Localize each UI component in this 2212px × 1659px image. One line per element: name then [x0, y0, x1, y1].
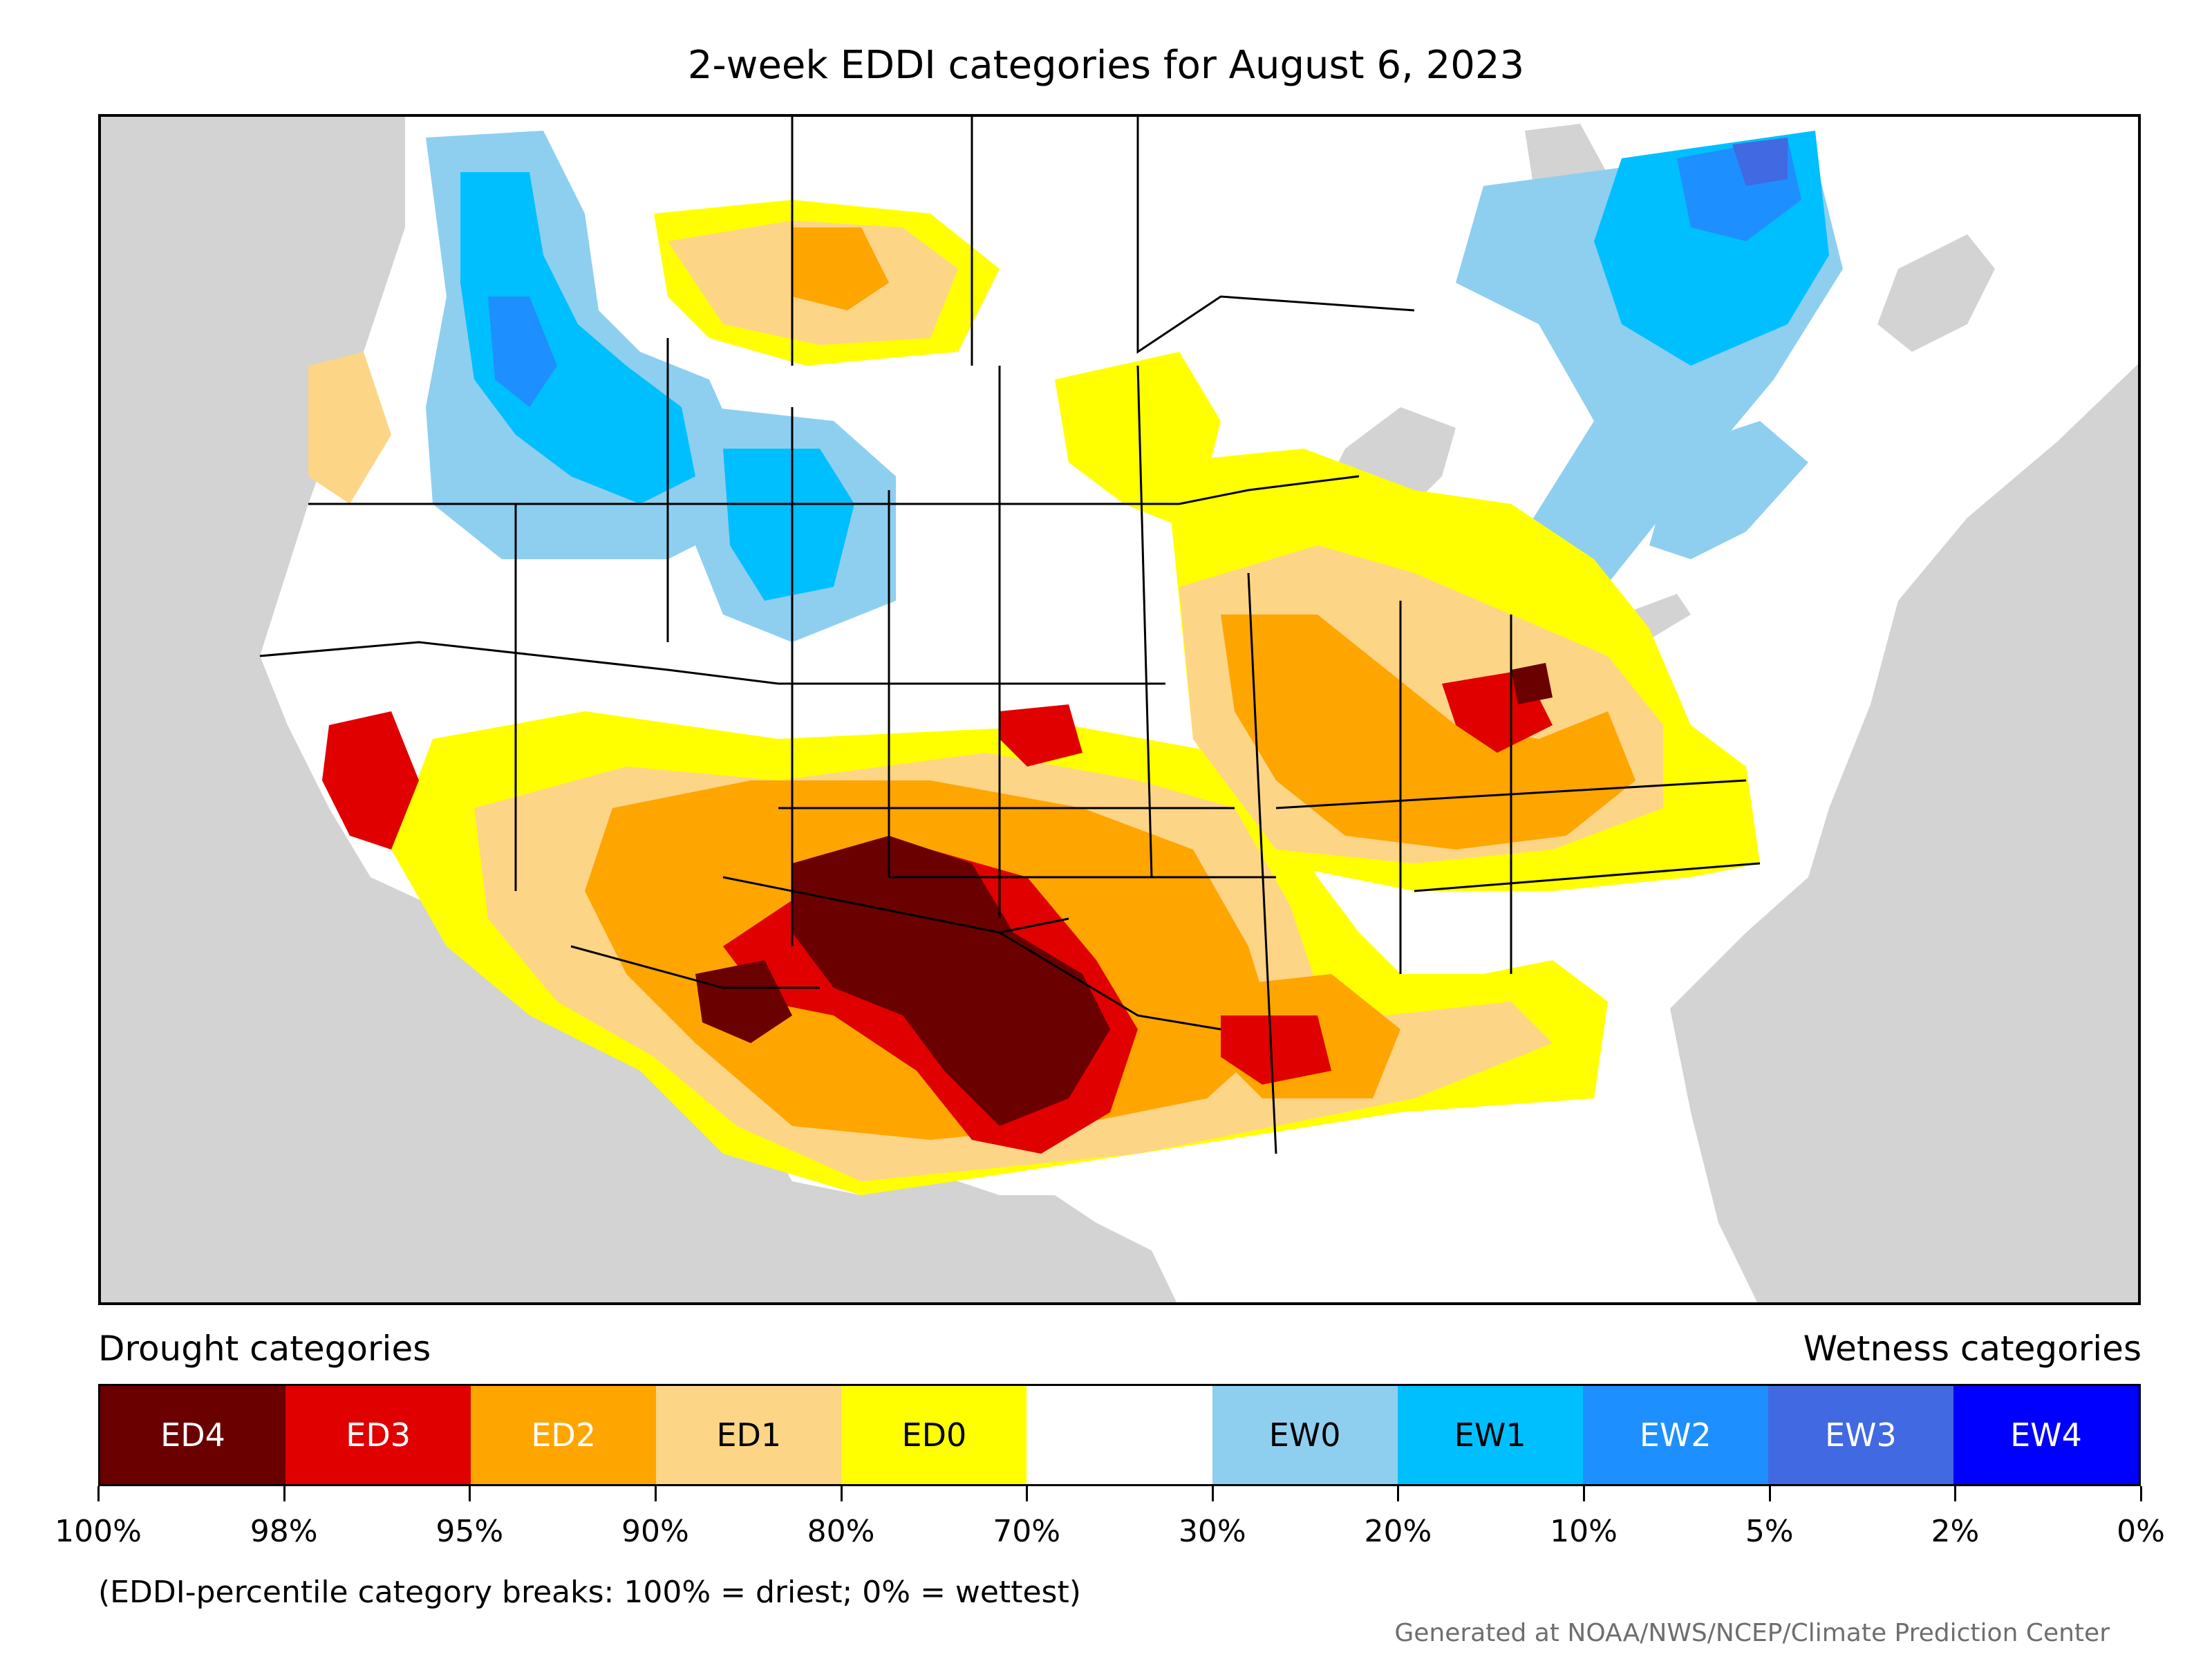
ed4-arizona	[695, 960, 792, 1043]
ed2-canada-prairie	[792, 227, 889, 310]
colorbar-tick	[1954, 1486, 1957, 1501]
colorbar-tick-label: 70%	[993, 1514, 1061, 1549]
wet-pacific-nw-core	[460, 172, 695, 504]
ed3-kansas	[1000, 704, 1082, 767]
category-swatch-ew4: EW4	[1953, 1386, 2139, 1484]
gulf-st-lawrence	[1877, 234, 1995, 352]
ed3-gulf-coast	[1221, 1015, 1331, 1085]
category-swatch-ew1: EW1	[1397, 1386, 1583, 1484]
category-swatch-ed2: ED2	[471, 1386, 657, 1484]
colorbar-tick	[1583, 1486, 1586, 1501]
eddi-map	[98, 114, 2141, 1305]
wet-pacific-nw-deep	[488, 297, 557, 407]
percentile-note: (EDDI-percentile category breaks: 100% =…	[98, 1575, 1081, 1610]
colorbar-tick	[2140, 1486, 2142, 1501]
category-swatch-ed1: ED1	[656, 1386, 842, 1484]
wet-northern-rockies-core	[723, 449, 854, 601]
colorbar-tick	[840, 1486, 843, 1501]
category-colorbar: ED4 ED3 ED2 ED1 ED0 EW0 EW1 EW2 EW3 EW4	[98, 1384, 2141, 1486]
colorbar-tick	[97, 1486, 100, 1501]
colorbar-tick	[654, 1486, 657, 1501]
colorbar-tick	[1397, 1486, 1400, 1501]
colorbar-tick-label: 90%	[621, 1514, 689, 1549]
category-swatch-neutral	[1027, 1386, 1212, 1484]
map-title: 2-week EDDI categories for August 6, 202…	[687, 43, 1525, 88]
colorbar-tick-label: 5%	[1745, 1514, 1794, 1549]
colorbar-tick	[283, 1486, 285, 1501]
category-swatch-ed3: ED3	[285, 1386, 471, 1484]
colorbar-tick-label: 100%	[55, 1514, 142, 1549]
colorbar-tick-label: 80%	[807, 1514, 875, 1549]
category-swatch-ed0: ED0	[841, 1386, 1027, 1484]
map-canvas	[101, 117, 2138, 1302]
category-swatch-ew2: EW2	[1582, 1386, 1768, 1484]
noaa-credit: Generated at NOAA/NWS/NCEP/Climate Predi…	[1394, 1619, 2110, 1647]
ed1-oregon	[308, 352, 391, 504]
colorbar-tick	[469, 1486, 471, 1501]
gulf-of-california	[536, 995, 722, 1302]
colorbar-tick	[1026, 1486, 1029, 1501]
ed4-virginia	[1511, 663, 1553, 704]
wetness-categories-label: Wetness categories	[1803, 1329, 2141, 1369]
category-swatch-ew0: EW0	[1212, 1386, 1398, 1484]
drought-categories-label: Drought categories	[98, 1329, 431, 1369]
category-swatch-ew3: EW3	[1768, 1386, 1953, 1484]
ed3-california	[322, 711, 419, 850]
ed4-new-mexico-texas	[792, 836, 1110, 1126]
colorbar-tick	[1211, 1486, 1214, 1501]
wet-quebec-deepest	[1732, 138, 1788, 186]
political-borders	[259, 117, 1761, 1154]
category-swatch-ed4: ED4	[100, 1386, 286, 1484]
colorbar-tick-label: 30%	[1178, 1514, 1246, 1549]
ed2-midwest	[1221, 615, 1635, 850]
colorbar-tick-label: 10%	[1550, 1514, 1618, 1549]
colorbar-tick-label: 95%	[435, 1514, 504, 1549]
colorbar-tick-label: 0%	[2117, 1514, 2165, 1549]
wet-northeast	[1649, 421, 1808, 559]
colorbar-tick-label: 2%	[1931, 1514, 1980, 1549]
colorbar-tick-label: 20%	[1364, 1514, 1432, 1549]
colorbar-tick-label: 98%	[250, 1514, 318, 1549]
colorbar-tick	[1768, 1486, 1771, 1501]
